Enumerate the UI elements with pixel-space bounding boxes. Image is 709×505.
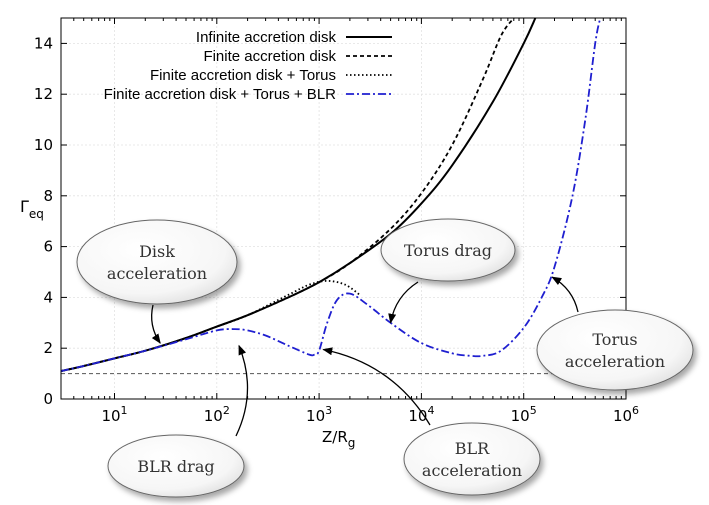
legend-label-3: Finite accretion disk + Torus	[150, 67, 336, 84]
callout-arrow-2	[388, 281, 419, 324]
callout-text-1: Disk	[139, 242, 175, 261]
annotations: Disk acceleration Torus drag BLR drag BLR acc…	[76, 218, 694, 498]
y-tick-label: 2	[43, 339, 53, 357]
callout-text-5: acceleration	[565, 352, 665, 371]
x-tick-label: 106	[613, 404, 639, 425]
legend-label-4: Finite accretion disk + Torus + BLR	[104, 86, 336, 103]
legend: Infinite accretion disk Finite accretion …	[104, 29, 392, 103]
x-tick-label: 103	[306, 404, 332, 425]
legend-label-1: Infinite accretion disk	[196, 29, 337, 46]
x-axis-label: Z/Rg	[322, 428, 355, 450]
callout-arrow-5	[551, 276, 579, 313]
y-tick-label: 0	[43, 390, 53, 408]
y-tick-label: 8	[43, 187, 53, 205]
series-group	[61, 18, 602, 373]
y-tick-label: 10	[34, 136, 53, 154]
x-tick-label: 105	[511, 404, 537, 425]
callout-text-4: acceleration	[422, 461, 522, 480]
callout-text-5: Torus	[592, 330, 637, 349]
callout-arrow-1	[151, 304, 161, 344]
callout-bubble-5	[536, 309, 694, 391]
x-tick-label: 101	[101, 404, 127, 425]
callout-bubble-4	[403, 422, 541, 496]
y-axis-label: Γeq	[20, 197, 44, 221]
callout-bubble-1	[76, 219, 238, 305]
callout-text-4: BLR	[455, 439, 490, 458]
callout-text-2: Torus drag	[404, 241, 492, 260]
callout-arrow-4	[322, 347, 431, 426]
callout-bubble-2	[380, 218, 516, 282]
x-tick-label: 104	[408, 404, 434, 425]
series-line-4	[61, 18, 602, 372]
legend-label-2: Finite accretion disk	[203, 48, 336, 65]
callout-text-3: BLR drag	[137, 457, 214, 476]
ticks: 0 2 4 6 8 10 12 14 101 102 103 104 105 106	[34, 18, 639, 425]
callout-arrow-3	[235, 344, 249, 437]
x-tick-label: 102	[204, 404, 230, 425]
y-tick-label: 12	[34, 85, 53, 103]
callout-text-1: acceleration	[107, 264, 207, 283]
plot-frame	[60, 17, 627, 400]
callout-bubble-3	[107, 434, 245, 498]
y-tick-label: 4	[43, 288, 53, 306]
y-tick-label: 6	[43, 238, 53, 256]
y-tick-label: 14	[34, 34, 53, 52]
